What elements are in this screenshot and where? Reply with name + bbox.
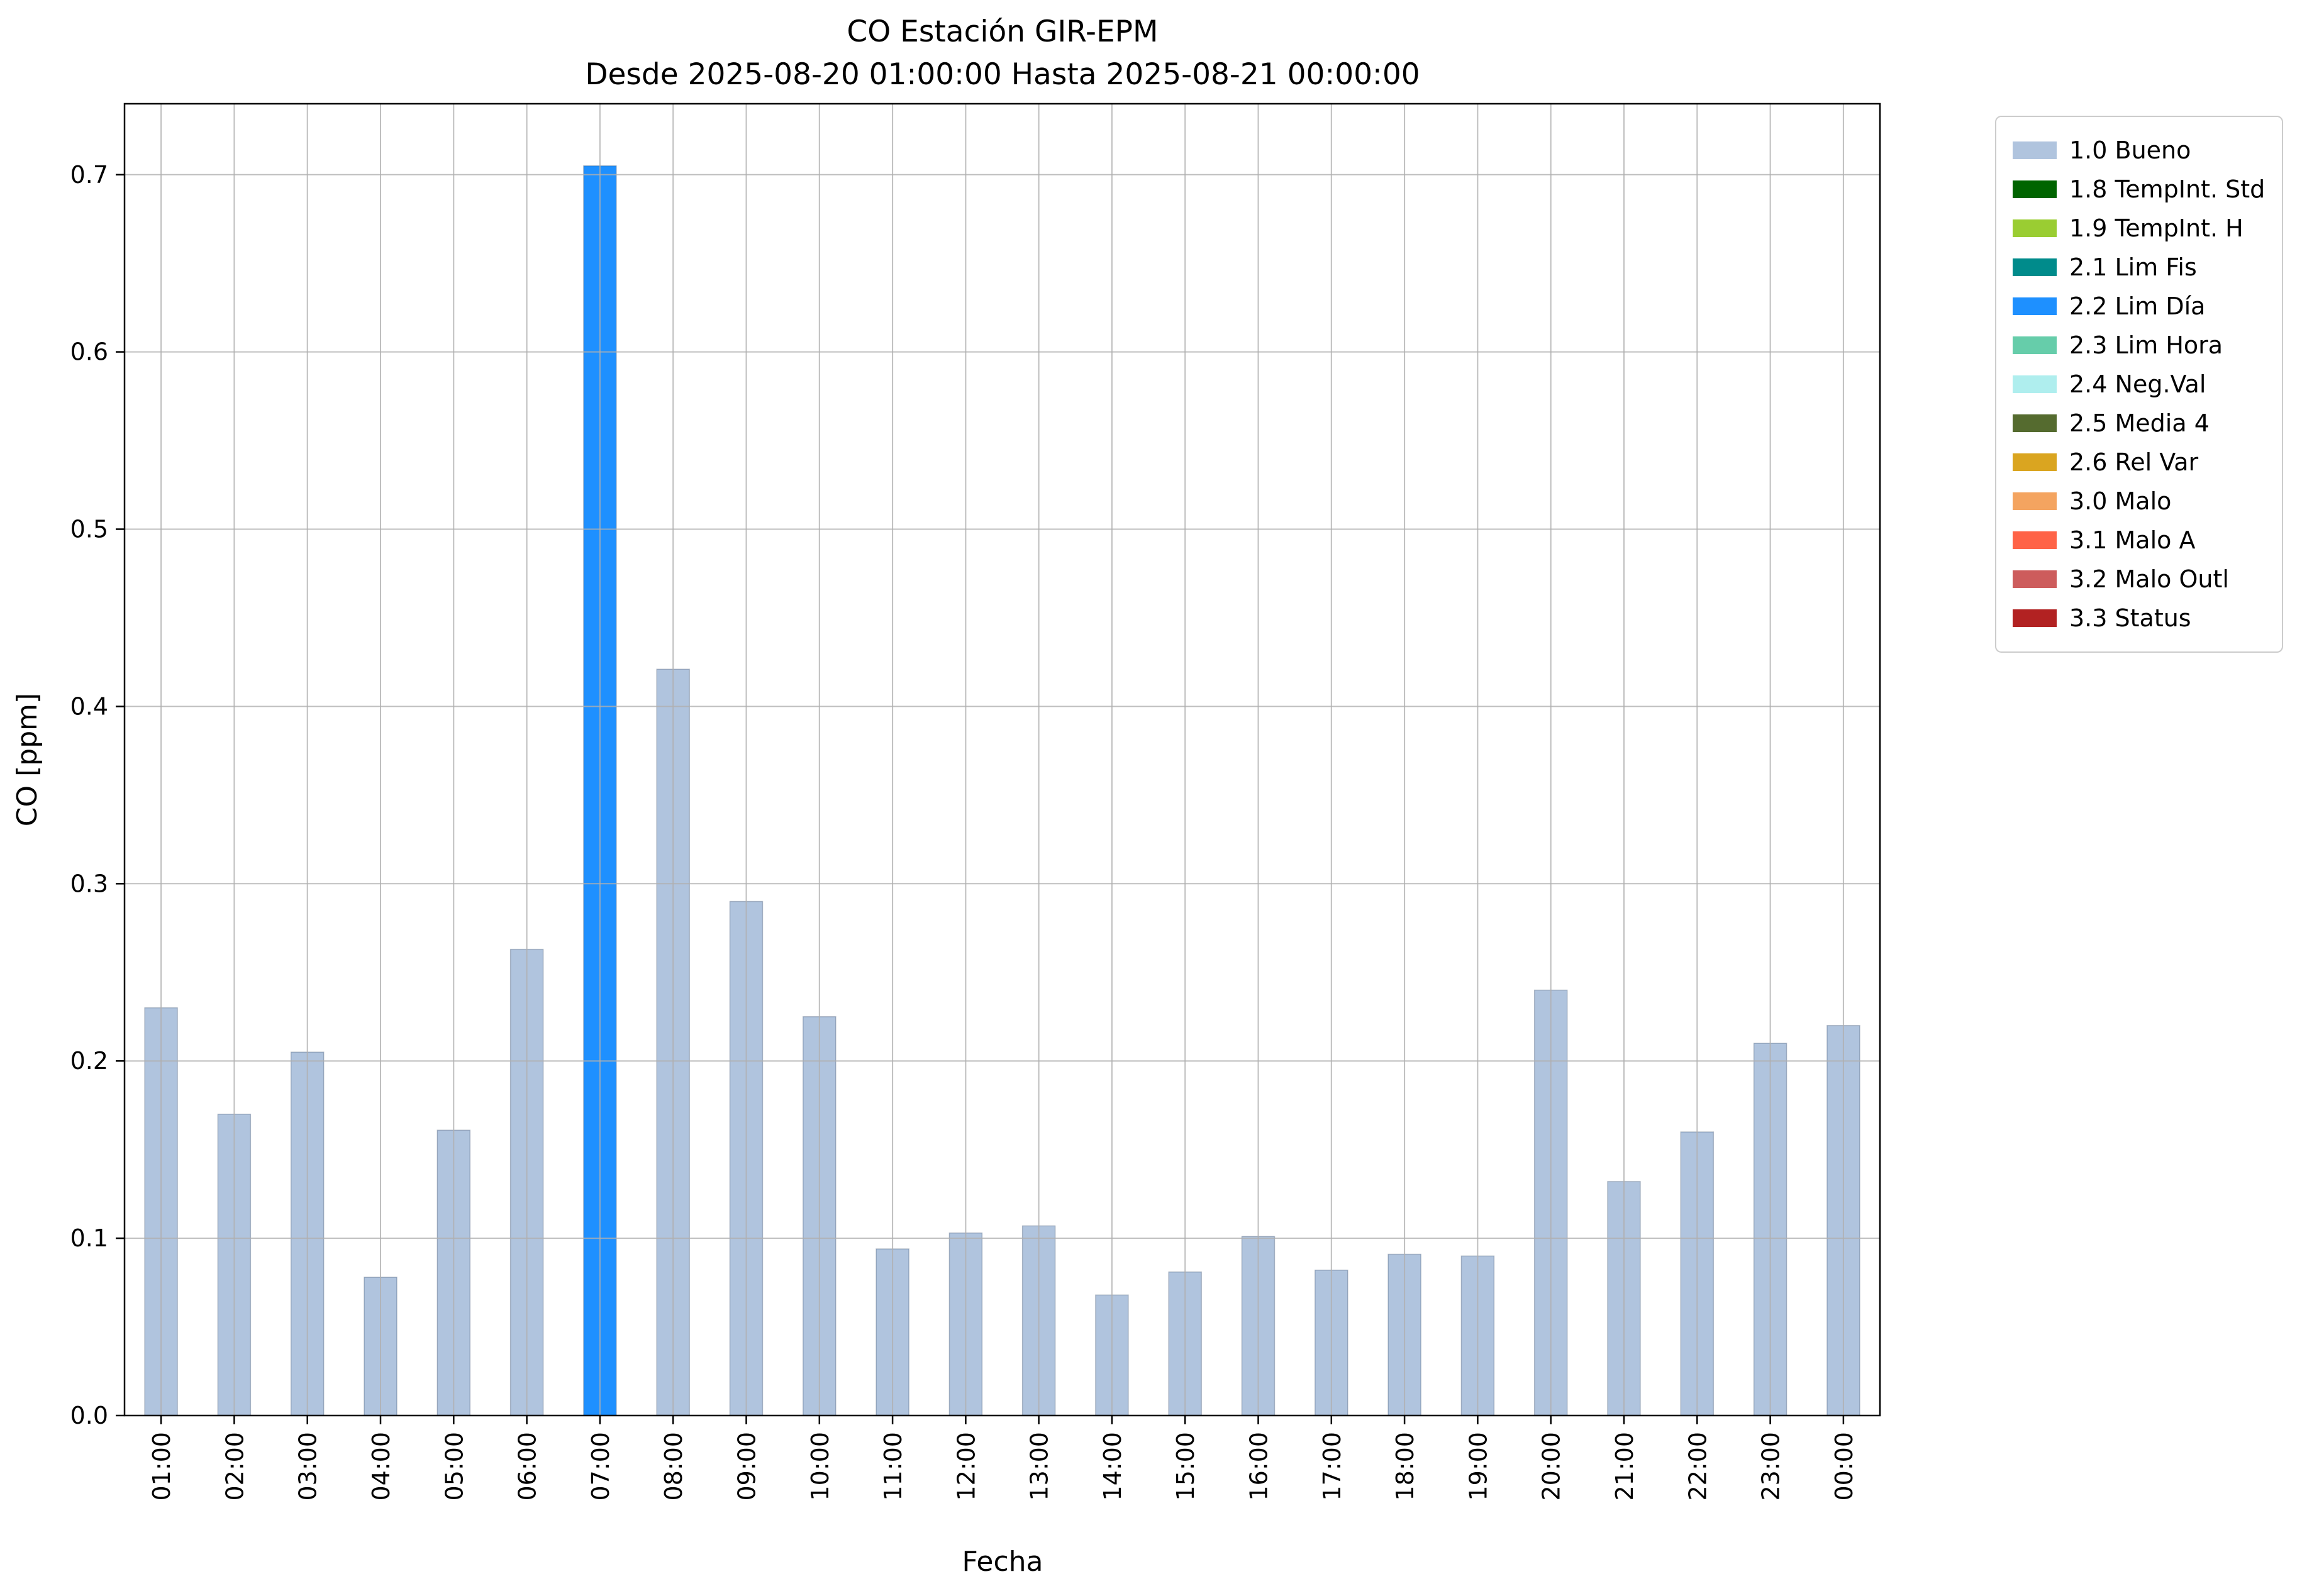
x-tick-label: 22:00 [1684, 1432, 1711, 1501]
legend-label: 1.0 Bueno [2069, 136, 2191, 164]
x-tick-label: 03:00 [294, 1432, 322, 1501]
legend-swatch [2013, 414, 2057, 432]
legend-item: 2.4 Neg.Val [2013, 365, 2266, 404]
x-tick-label: 17:00 [1318, 1432, 1346, 1501]
y-tick-label: 0.5 [70, 516, 108, 543]
legend-swatch [2013, 492, 2057, 510]
legend-swatch [2013, 180, 2057, 198]
legend-label: 2.1 Lim Fis [2069, 253, 2197, 281]
legend-item: 1.9 TempInt. H [2013, 209, 2266, 248]
x-tick-label: 21:00 [1611, 1432, 1638, 1501]
legend-swatch [2013, 219, 2057, 237]
legend: 1.0 Bueno 1.8 TempInt. Std 1.9 TempInt. H 2… [1995, 116, 2283, 653]
x-tick-label: 01:00 [148, 1432, 175, 1501]
legend-item: 2.1 Lim Fis [2013, 248, 2266, 287]
legend-label: 3.2 Malo Outl [2069, 565, 2229, 593]
x-tick-label: 09:00 [733, 1432, 761, 1501]
legend-swatch [2013, 531, 2057, 549]
chart-subtitle: Desde 2025-08-20 01:00:00 Hasta 2025-08-… [585, 57, 1420, 92]
legend-item: 1.0 Bueno [2013, 131, 2266, 170]
legend-label: 3.3 Status [2069, 604, 2191, 632]
y-axis-label: CO [ppm] [11, 693, 43, 826]
x-tick-label: 18:00 [1391, 1432, 1419, 1501]
y-tick-label: 0.2 [70, 1047, 108, 1075]
legend-item: 3.3 Status [2013, 599, 2266, 638]
x-tick-label: 23:00 [1757, 1432, 1785, 1501]
x-tick-label: 12:00 [952, 1432, 980, 1501]
legend-swatch [2013, 297, 2057, 315]
x-tick-label: 15:00 [1172, 1432, 1199, 1501]
x-tick-label: 06:00 [514, 1432, 542, 1501]
x-tick-label: 04:00 [367, 1432, 395, 1501]
legend-label: 2.4 Neg.Val [2069, 370, 2206, 398]
x-tick-label: 11:00 [879, 1432, 907, 1501]
y-tick-label: 0.4 [70, 692, 108, 720]
legend-item: 3.2 Malo Outl [2013, 560, 2266, 599]
ticks-layer: 0.0 0.1 0.2 0.3 0.4 0.5 0.6 0.7 01:00 02:00 03:00 0… [70, 161, 1858, 1501]
x-tick-label: 16:00 [1245, 1432, 1273, 1501]
legend-swatch [2013, 375, 2057, 393]
x-tick-label: 05:00 [440, 1432, 468, 1501]
x-axis-label: Fecha [962, 1546, 1043, 1578]
legend-label: 2.6 Rel Var [2069, 448, 2199, 476]
legend-label: 3.1 Malo A [2069, 526, 2196, 554]
y-tick-label: 0.7 [70, 161, 108, 189]
legend-swatch [2013, 141, 2057, 159]
x-tick-label: 13:00 [1026, 1432, 1054, 1501]
legend-item: 2.5 Media 4 [2013, 404, 2266, 443]
x-tick-label: 00:00 [1830, 1432, 1858, 1501]
plot-border [123, 103, 1881, 1417]
grid-layer [125, 104, 1880, 1416]
legend-swatch [2013, 336, 2057, 354]
y-tick-label: 0.6 [70, 338, 108, 366]
y-tick-label: 0.0 [70, 1402, 108, 1429]
legend-label: 1.8 TempInt. Std [2069, 175, 2266, 203]
y-tick-label: 0.3 [70, 870, 108, 897]
x-tick-label: 14:00 [1099, 1432, 1126, 1501]
legend-item: 2.3 Lim Hora [2013, 326, 2266, 365]
chart-title: CO Estación GIR-EPM [847, 14, 1158, 49]
legend-item: 1.8 TempInt. Std [2013, 170, 2266, 209]
legend-label: 1.9 TempInt. H [2069, 214, 2243, 242]
legend-label: 2.2 Lim Día [2069, 292, 2206, 320]
legend-swatch [2013, 570, 2057, 588]
legend-item: 2.6 Rel Var [2013, 443, 2266, 482]
axes-spines [123, 103, 1881, 1417]
x-tick-label: 07:00 [587, 1432, 614, 1501]
legend-label: 3.0 Malo [2069, 487, 2172, 515]
x-tick-label: 20:00 [1538, 1432, 1565, 1501]
legend-item: 3.0 Malo [2013, 482, 2266, 521]
bars-layer [144, 165, 1860, 1416]
x-tick-label: 19:00 [1464, 1432, 1492, 1501]
y-tick-label: 0.1 [70, 1224, 108, 1252]
legend-item: 2.2 Lim Día [2013, 287, 2266, 326]
legend-item: 3.1 Malo A [2013, 521, 2266, 560]
x-tick-label: 08:00 [660, 1432, 687, 1501]
legend-swatch [2013, 453, 2057, 471]
legend-swatch [2013, 609, 2057, 627]
x-tick-label: 10:00 [806, 1432, 834, 1501]
legend-swatch [2013, 258, 2057, 276]
legend-label: 2.3 Lim Hora [2069, 331, 2223, 359]
legend-label: 2.5 Media 4 [2069, 409, 2210, 437]
x-tick-label: 02:00 [221, 1432, 248, 1501]
